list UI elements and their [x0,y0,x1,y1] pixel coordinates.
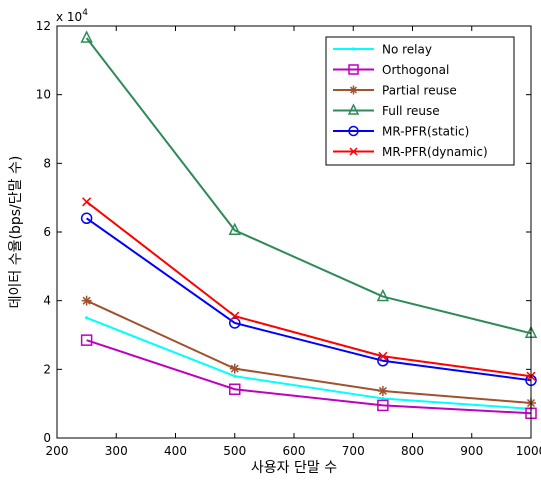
y-tick-label: 12 [36,19,51,33]
circle-marker [348,125,359,137]
series-line [86,217,532,382]
series-6 [82,197,536,381]
legend-label: Orthogonal [382,63,449,77]
square-marker [348,64,359,75]
square-marker [377,399,389,412]
legend-label: Partial reuse [382,84,457,98]
series-line [86,316,532,410]
x-marker [82,197,92,207]
x-tick-label: 500 [223,444,246,458]
triangle-marker [376,288,390,302]
legend-label: MR-PFR(dynamic) [382,145,488,159]
series-line [86,299,532,404]
y-tick-label: 4 [43,294,51,308]
x-tick-label: 700 [342,444,365,458]
legend-item: MR-PFR(static) [333,125,469,139]
star-marker [230,364,239,373]
point-marker [85,316,89,320]
x-marker [378,351,388,361]
legend-label: MR-PFR(static) [382,125,469,139]
legend-item: No relay [333,43,432,57]
y-tick-label: 0 [43,431,51,445]
y-multiplier-exponent: 4 [82,8,88,18]
triangle-marker [80,30,93,43]
x-tick-label: 600 [283,444,306,458]
plot-marks [80,30,538,420]
series-line [86,200,532,378]
series-line [86,339,532,415]
x-tick-label: 900 [460,444,483,458]
legend-item: Full reuse [333,103,440,118]
legend: No relay Orthogonal Partial reuse Full reus… [325,36,515,166]
square-marker [80,334,93,346]
circle-marker [80,212,93,225]
legend-label: No relay [382,43,432,57]
star-marker [349,86,358,94]
star-marker [82,296,91,305]
legend-item: Orthogonal [333,63,449,77]
point-marker [381,396,385,401]
y-tick-label: 6 [43,225,51,239]
legend-item: Partial reuse [333,84,457,98]
x-marker [230,311,240,321]
legend-item: MR-PFR(dynamic) [333,145,488,159]
x-axis-label: 사용자 단말 수 [251,460,337,476]
x-tick-label: 300 [105,444,128,458]
star-marker [378,386,387,395]
legend-label: Full reuse [382,104,440,118]
y-axis-label: 데이터 수율(bps/단말 수) [8,156,24,309]
triangle-marker [347,103,360,115]
series-line [85,37,532,335]
legend-box [325,36,515,166]
y-multiplier-base: x 10 [56,10,82,24]
x-marker [349,147,358,156]
y-tick-label: 8 [43,156,51,170]
point-marker [233,374,237,378]
y-tick-label: 2 [43,362,51,376]
square-marker [229,383,241,395]
x-tick-label: 800 [401,444,424,458]
y-tick-label: 10 [36,88,51,102]
series-4 [80,30,538,339]
x-tick-label: 200 [46,444,69,458]
y-multiplier-label: x 104 [56,8,88,24]
triangle-marker [228,222,241,236]
x-tick-label: 400 [164,444,187,458]
point-marker [351,47,356,51]
circle-marker [229,317,241,329]
